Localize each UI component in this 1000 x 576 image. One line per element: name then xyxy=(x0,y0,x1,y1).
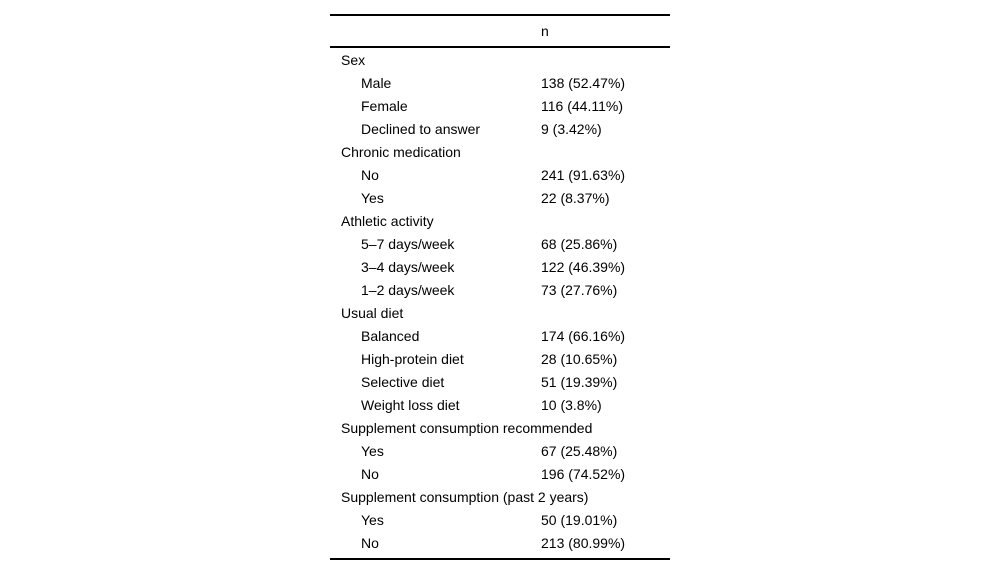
table-section-row: Sex xyxy=(330,48,670,71)
table-row: Weight loss diet 10 (3.8%) xyxy=(330,393,670,416)
table-row: Balanced 174 (66.16%) xyxy=(330,324,670,347)
section-label: Chronic medication xyxy=(341,143,461,160)
table-header-row: n xyxy=(330,16,670,46)
row-label: Balanced xyxy=(361,327,420,344)
section-label: Usual diet xyxy=(341,304,404,321)
row-label: Yes xyxy=(361,442,384,459)
row-value: 196 (74.52%) xyxy=(541,465,626,482)
table-row: Declined to answer 9 (3.42%) xyxy=(330,117,670,140)
row-label: Selective diet xyxy=(361,373,445,390)
row-value: 213 (80.99%) xyxy=(541,534,626,551)
row-value: 116 (44.11%) xyxy=(541,97,623,114)
column-header-n: n xyxy=(541,22,549,39)
table-section-row: Chronic medication xyxy=(330,140,670,163)
row-value: 67 (25.48%) xyxy=(541,442,618,459)
table-row: Male 138 (52.47%) xyxy=(330,71,670,94)
row-value: 9 (3.42%) xyxy=(541,120,602,137)
row-label: 1–2 days/week xyxy=(361,281,455,298)
section-label: Athletic activity xyxy=(341,212,434,229)
table-row: 3–4 days/week 122 (46.39%) xyxy=(330,255,670,278)
row-value: 73 (27.76%) xyxy=(541,281,618,298)
row-value: 50 (19.01%) xyxy=(541,511,618,528)
row-value: 51 (19.39%) xyxy=(541,373,618,390)
table-header-rule xyxy=(330,45,670,48)
row-label: 5–7 days/week xyxy=(361,235,455,252)
table-section-row: Supplement consumption recommended xyxy=(330,416,670,439)
section-label: Sex xyxy=(341,51,366,68)
row-label: Weight loss diet xyxy=(361,396,460,413)
row-value: 10 (3.8%) xyxy=(541,396,602,413)
row-label: Male xyxy=(361,74,392,91)
row-value: 28 (10.65%) xyxy=(541,350,618,367)
table-body: Sex Male 138 (52.47%) Female 116 (44.11%… xyxy=(330,48,670,558)
row-value: 241 (91.63%) xyxy=(541,166,626,183)
summary-statistics-table: n Sex Male 138 (52.47%) Female 116 (44.1… xyxy=(330,14,670,560)
table-row: Yes 67 (25.48%) xyxy=(330,439,670,462)
table-row: High-protein diet 28 (10.65%) xyxy=(330,347,670,370)
table-section-row: Athletic activity xyxy=(330,209,670,232)
row-label: Yes xyxy=(361,189,384,206)
section-label: Supplement consumption recommended xyxy=(341,419,593,436)
table-top-rule xyxy=(330,14,670,16)
row-value: 22 (8.37%) xyxy=(541,189,610,206)
table-row: Selective diet 51 (19.39%) xyxy=(330,370,670,393)
row-value: 68 (25.86%) xyxy=(541,235,618,252)
table-section-row: Usual diet xyxy=(330,301,670,324)
table-row: 5–7 days/week 68 (25.86%) xyxy=(330,232,670,255)
row-label: No xyxy=(361,166,379,183)
table-bottom-rule xyxy=(330,558,670,560)
table-row: No 241 (91.63%) xyxy=(330,163,670,186)
section-label: Supplement consumption (past 2 years) xyxy=(341,488,589,505)
table-row: Yes 22 (8.37%) xyxy=(330,186,670,209)
table-row: No 196 (74.52%) xyxy=(330,462,670,485)
row-label: Declined to answer xyxy=(361,120,481,137)
table-row: Female 116 (44.11%) xyxy=(330,94,670,117)
row-label: High-protein diet xyxy=(361,350,464,367)
table-row: 1–2 days/week 73 (27.76%) xyxy=(330,278,670,301)
row-value: 122 (46.39%) xyxy=(541,258,626,275)
row-label: Yes xyxy=(361,511,384,528)
table-section-row: Supplement consumption (past 2 years) xyxy=(330,485,670,508)
row-value: 174 (66.16%) xyxy=(541,327,626,344)
row-value: 138 (52.47%) xyxy=(541,74,626,91)
table-row: No 213 (80.99%) xyxy=(330,531,670,554)
row-label: No xyxy=(361,534,379,551)
row-label: 3–4 days/week xyxy=(361,258,455,275)
table-row: Yes 50 (19.01%) xyxy=(330,508,670,531)
row-label: Female xyxy=(361,97,408,114)
row-label: No xyxy=(361,465,379,482)
